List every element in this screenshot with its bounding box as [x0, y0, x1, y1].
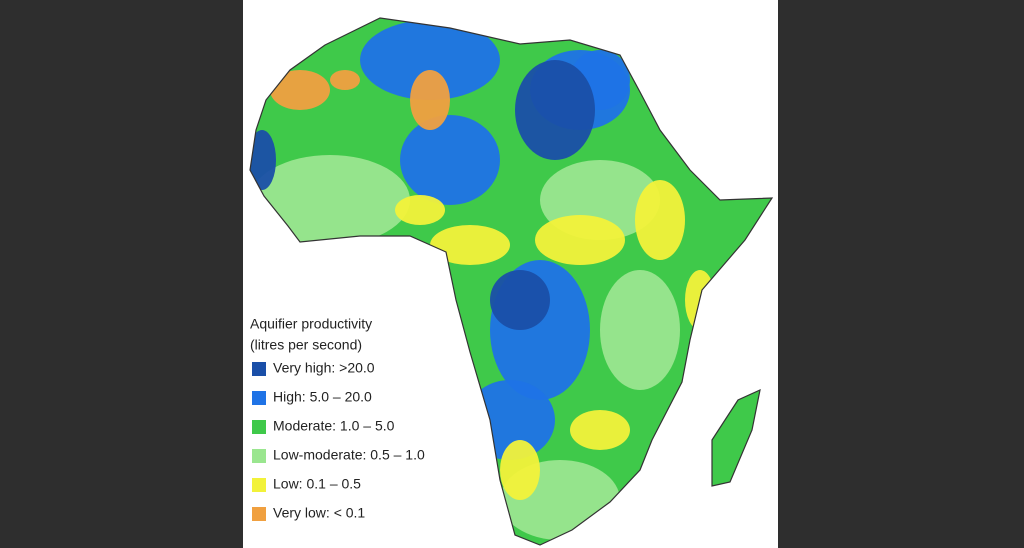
productivity-region — [600, 270, 680, 390]
legend-label: High: 5.0 – 20.0 — [273, 389, 372, 405]
legend-label: Low: 0.1 – 0.5 — [273, 476, 361, 492]
productivity-region — [500, 440, 540, 500]
productivity-region — [270, 70, 330, 110]
legend-subtitle: (litres per second) — [250, 337, 362, 353]
productivity-region — [400, 115, 500, 205]
legend-swatch — [252, 478, 266, 492]
legend-label: Very low: < 0.1 — [273, 505, 365, 521]
productivity-region — [490, 270, 550, 330]
productivity-region — [395, 195, 445, 225]
productivity-region — [430, 225, 510, 265]
productivity-region — [635, 180, 685, 260]
legend-title: Aquifier productivity — [250, 316, 372, 332]
productivity-region — [360, 20, 500, 100]
credit: © Environmental Research Letters — [246, 538, 399, 548]
legend-swatch — [252, 507, 266, 521]
productivity-region — [535, 215, 625, 265]
productivity-region — [250, 155, 410, 245]
productivity-region — [330, 70, 360, 90]
productivity-region — [250, 130, 276, 190]
legend: Aquifier productivity (litres per second… — [250, 316, 425, 521]
productivity-region — [410, 70, 450, 130]
legend-swatch — [252, 362, 266, 376]
legend-label: Moderate: 1.0 – 5.0 — [273, 418, 395, 434]
legend-swatch — [252, 391, 266, 405]
productivity-region — [570, 410, 630, 450]
legend-swatch — [252, 420, 266, 434]
legend-swatch — [252, 449, 266, 463]
legend-label: Low-moderate: 0.5 – 1.0 — [273, 447, 425, 463]
productivity-region — [515, 60, 595, 160]
legend-label: Very high: >20.0 — [273, 360, 375, 376]
